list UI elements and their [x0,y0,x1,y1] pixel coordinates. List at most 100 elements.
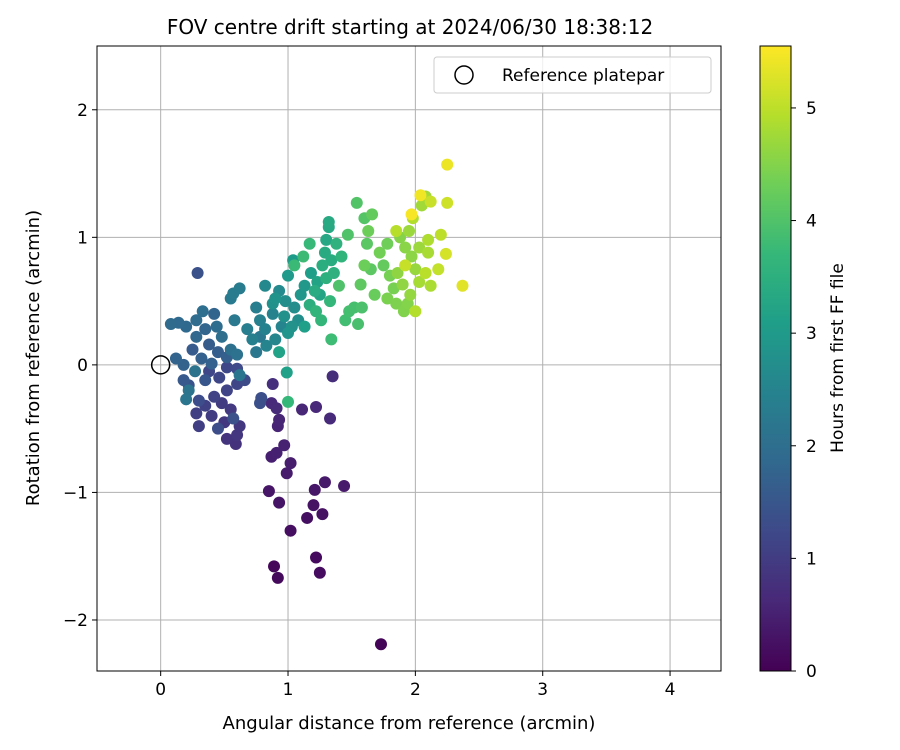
data-point [456,279,469,292]
data-point [208,390,221,403]
data-point [419,267,432,280]
data-point [282,326,295,339]
data-point [327,267,340,280]
chart-title: FOV centre drift starting at 2024/06/30 … [167,15,653,39]
data-point [330,237,343,250]
legend-open-circle-marker [454,65,474,85]
data-points [164,158,469,651]
data-point [189,365,202,378]
data-point [310,551,323,564]
y-tick-label: 2 [77,101,88,121]
data-point [288,259,301,272]
data-point [279,295,292,308]
data-point [368,288,381,301]
data-point [288,301,301,314]
data-point [405,208,418,221]
data-point [268,560,281,573]
data-point [210,320,223,333]
data-point [432,263,445,276]
data-point [250,346,263,359]
data-point [373,246,386,259]
grid-lines [97,46,721,671]
legend: Reference platepar [433,56,712,94]
data-point [325,254,338,267]
data-point [284,524,297,537]
data-point [195,352,208,365]
data-point [260,339,273,352]
data-point [220,361,233,374]
data-point [310,400,323,413]
data-point [381,292,394,305]
data-point [270,446,283,459]
data-point [403,224,415,237]
data-point [254,397,267,410]
data-point [441,158,454,171]
data-point [205,357,218,370]
data-point [434,228,447,241]
y-tick-label: 0 [77,356,88,376]
data-point [266,378,279,391]
data-point [269,333,282,346]
data-point [298,279,311,292]
data-point [269,292,282,305]
data-point [186,343,199,356]
data-point [404,288,417,301]
data-point [229,437,242,450]
data-point [296,403,309,416]
data-point [315,314,328,327]
data-point [190,314,203,327]
x-tick-label: 2 [410,680,421,700]
data-point [316,508,329,521]
plot-area [97,46,721,671]
data-point [177,374,190,387]
data-point [215,330,228,343]
data-point [190,407,203,420]
data-point [220,384,233,397]
data-point [180,393,193,406]
data-point [227,412,240,425]
plot-frame [96,45,722,672]
data-point [307,499,320,512]
data-point [352,318,365,331]
data-point [196,305,209,318]
data-point [192,420,205,433]
colorbar-tick-label: 0 [806,662,817,682]
data-point [354,278,367,291]
reference-point-layer [150,355,171,375]
y-axis-ticks: −2 −1 0 1 2 [63,101,97,631]
data-point [266,307,279,320]
data-point [169,352,182,365]
data-point [341,228,354,241]
x-tick-label: 0 [155,680,166,700]
data-point [399,241,412,254]
data-point [414,189,427,202]
x-tick-label: 4 [665,680,676,700]
data-point [405,250,418,263]
colorbar-ticks: 0 1 2 3 4 5 [791,99,817,682]
data-point [208,307,221,320]
data-point [231,348,244,361]
data-point [192,394,205,407]
data-point [332,279,345,292]
data-point [298,320,311,333]
legend-label: Reference platepar [502,66,664,86]
data-point [358,259,371,272]
data-point [262,485,275,498]
data-point [303,237,316,250]
y-axis-label: Rotation from reference (arcmin) [23,210,44,506]
data-point [424,195,437,208]
legend-box [433,56,712,94]
colorbar-tick-label: 4 [806,212,817,232]
data-point [439,247,452,260]
data-point [335,250,348,263]
data-point [355,301,368,314]
data-point [233,369,246,382]
colorbar-tick-label: 5 [806,99,817,119]
data-point [324,412,337,425]
data-point [338,480,351,493]
colorbar-label: Hours from first FF file [828,263,848,453]
data-point [190,330,203,343]
data-point [199,374,212,387]
x-tick-label: 3 [537,680,548,700]
